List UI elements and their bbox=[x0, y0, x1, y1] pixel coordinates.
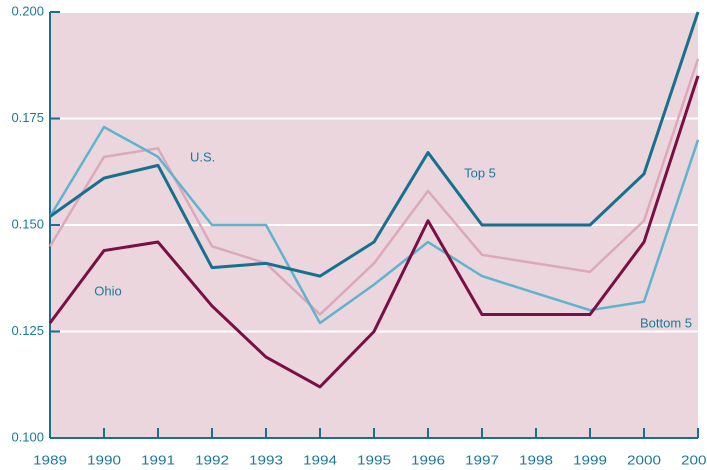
x-tick-label: 1993 bbox=[249, 452, 283, 467]
x-tick-label: 1996 bbox=[411, 452, 445, 467]
series-line bbox=[49, 11, 700, 278]
series-line bbox=[48, 125, 700, 325]
x-tick-label: 2000 bbox=[627, 452, 661, 467]
series-label: Bottom 5 bbox=[640, 315, 692, 330]
series-label: U.S. bbox=[190, 149, 215, 164]
y-tick-label: 0.150 bbox=[11, 216, 44, 231]
x-tick-label: 1997 bbox=[465, 452, 499, 467]
x-tick-label: 1991 bbox=[141, 452, 175, 467]
series-line bbox=[48, 75, 700, 389]
series-label: Ohio bbox=[94, 283, 121, 298]
y-tick-label: 0.125 bbox=[11, 323, 44, 338]
series-label: Top 5 bbox=[464, 165, 496, 180]
x-tick-label: 1989 bbox=[33, 452, 67, 467]
y-tick-label: 0.100 bbox=[11, 429, 44, 444]
x-tick-label: 1995 bbox=[357, 452, 391, 467]
x-tick-label: 1994 bbox=[303, 452, 337, 467]
x-tick-label: 1998 bbox=[519, 452, 553, 467]
series-line bbox=[48, 58, 700, 316]
y-tick-label: 0.200 bbox=[11, 3, 44, 18]
x-tick-label: 1999 bbox=[573, 452, 607, 467]
x-tick-label: 1990 bbox=[87, 452, 121, 467]
y-tick-label: 0.175 bbox=[11, 110, 44, 125]
x-tick-label: 1992 bbox=[195, 452, 229, 467]
